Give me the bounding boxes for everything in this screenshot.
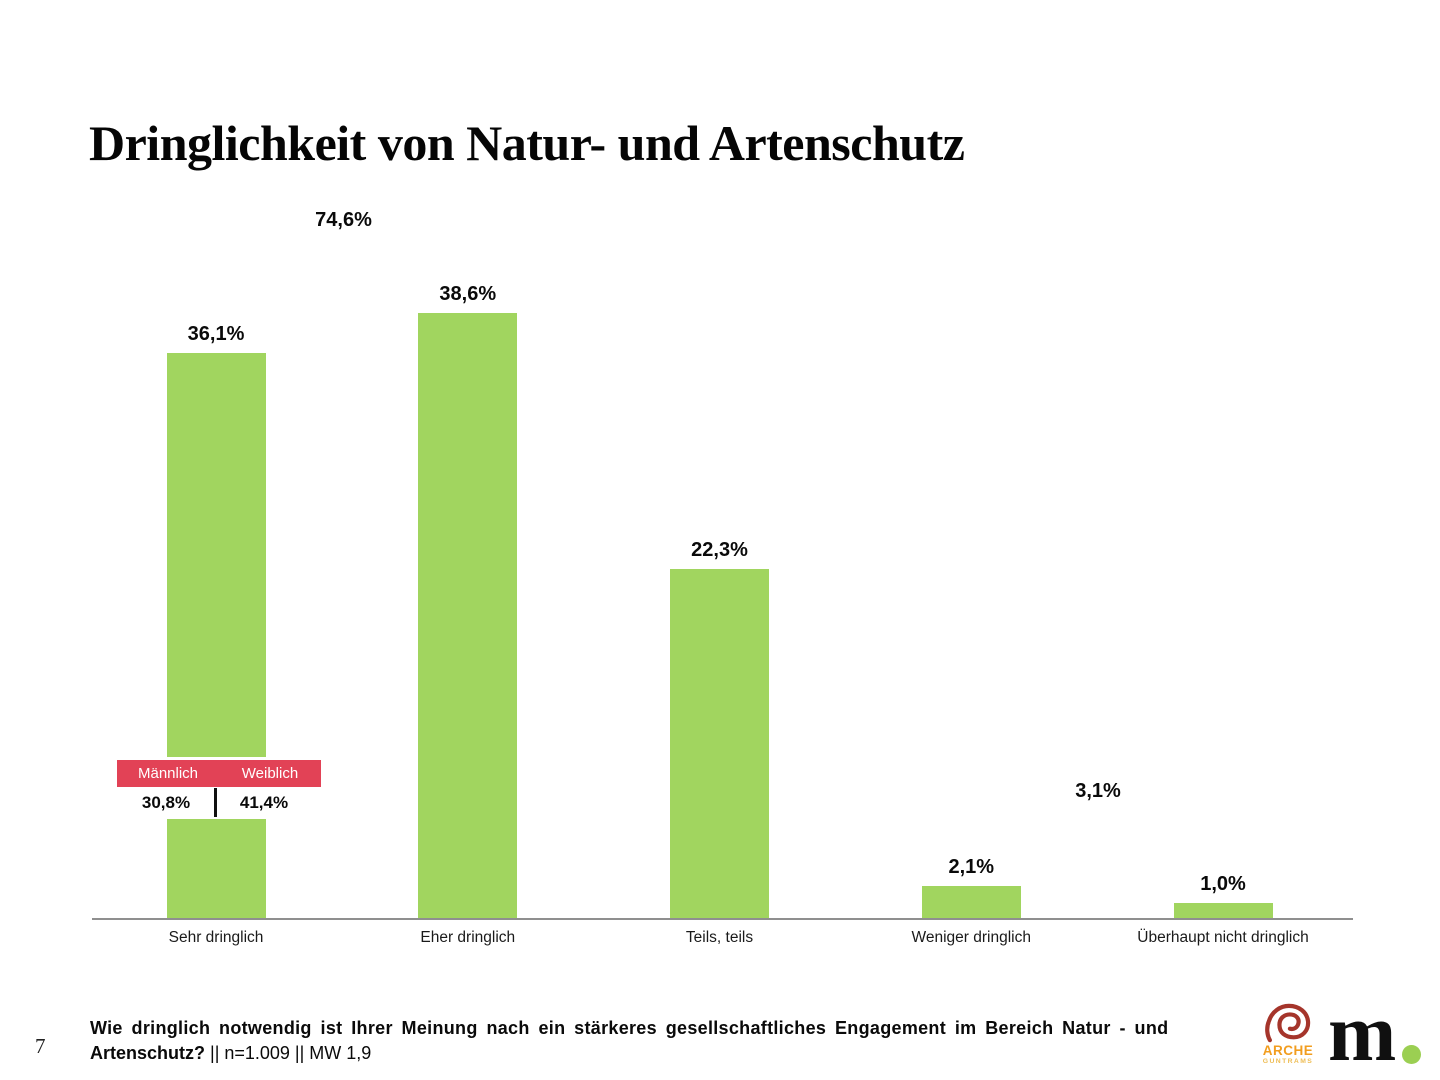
page-title: Dringlichkeit von Natur- und Artenschutz <box>89 114 965 171</box>
bar-value-label-0: 36,1% <box>187 323 245 345</box>
category-label-3: Weniger dringlich <box>911 929 1031 946</box>
bracket-top2 <box>154 246 533 259</box>
footer-question: Wie dringlich notwendig ist Ihrer Meinun… <box>90 1016 1270 1066</box>
gender-callout-col-maennlich: Männlich <box>137 765 199 782</box>
m-logo-dot-icon <box>1402 1045 1421 1064</box>
m-logo: m <box>1328 987 1397 1078</box>
category-label-1: Eher dringlich <box>420 929 516 946</box>
bar-value-label-1: 38,6% <box>439 283 497 305</box>
footer-question-line2-meta: || n=1.009 || MW 1,9 <box>205 1043 372 1063</box>
bracket-sum-label-top2: 74,6% <box>315 209 372 231</box>
bar-1 <box>418 313 518 919</box>
category-label-2: Teils, teils <box>685 929 754 946</box>
bar-4 <box>1173 903 1273 919</box>
gender-callout-col-weiblich: Weiblich <box>241 765 299 782</box>
bar-value-label-3: 2,1% <box>948 856 995 878</box>
page-number: 7 <box>35 1034 46 1058</box>
bracket-sum-label-bottom2: 3,1% <box>1075 780 1121 802</box>
bar-3 <box>921 886 1021 919</box>
x-axis-line <box>92 918 1353 920</box>
gender-callout-value-weiblich: 41,4% <box>239 793 289 812</box>
arche-logo: ARCHE GUNTRAMS <box>1260 1003 1316 1067</box>
arche-logo-subname: GUNTRAMS <box>1262 1058 1314 1065</box>
arche-snail-icon <box>1265 1003 1311 1043</box>
arche-logo-name: ARCHE <box>1262 1043 1314 1058</box>
bar-2 <box>670 569 769 919</box>
category-label-0: Sehr dringlich <box>168 929 264 946</box>
footer-question-line2-bold: Artenschutz? <box>90 1043 206 1063</box>
bar-value-label-4: 1,0% <box>1200 873 1246 895</box>
footer-question-line2: Artenschutz? || n=1.009 || MW 1,9 <box>90 1041 1270 1066</box>
gender-callout-value-maennlich: 30,8% <box>141 793 191 812</box>
category-label-4: Überhaupt nicht dringlich <box>1137 929 1309 946</box>
bar-0 <box>166 353 266 919</box>
gender-callout-divider <box>214 788 217 817</box>
gender-callout-header: Männlich Weiblich <box>117 760 321 787</box>
bracket-bottom2 <box>908 818 1288 833</box>
footer-question-line1: Wie dringlich notwendig ist Ihrer Meinun… <box>90 1018 1169 1038</box>
bar-value-label-2: 22,3% <box>691 539 748 561</box>
